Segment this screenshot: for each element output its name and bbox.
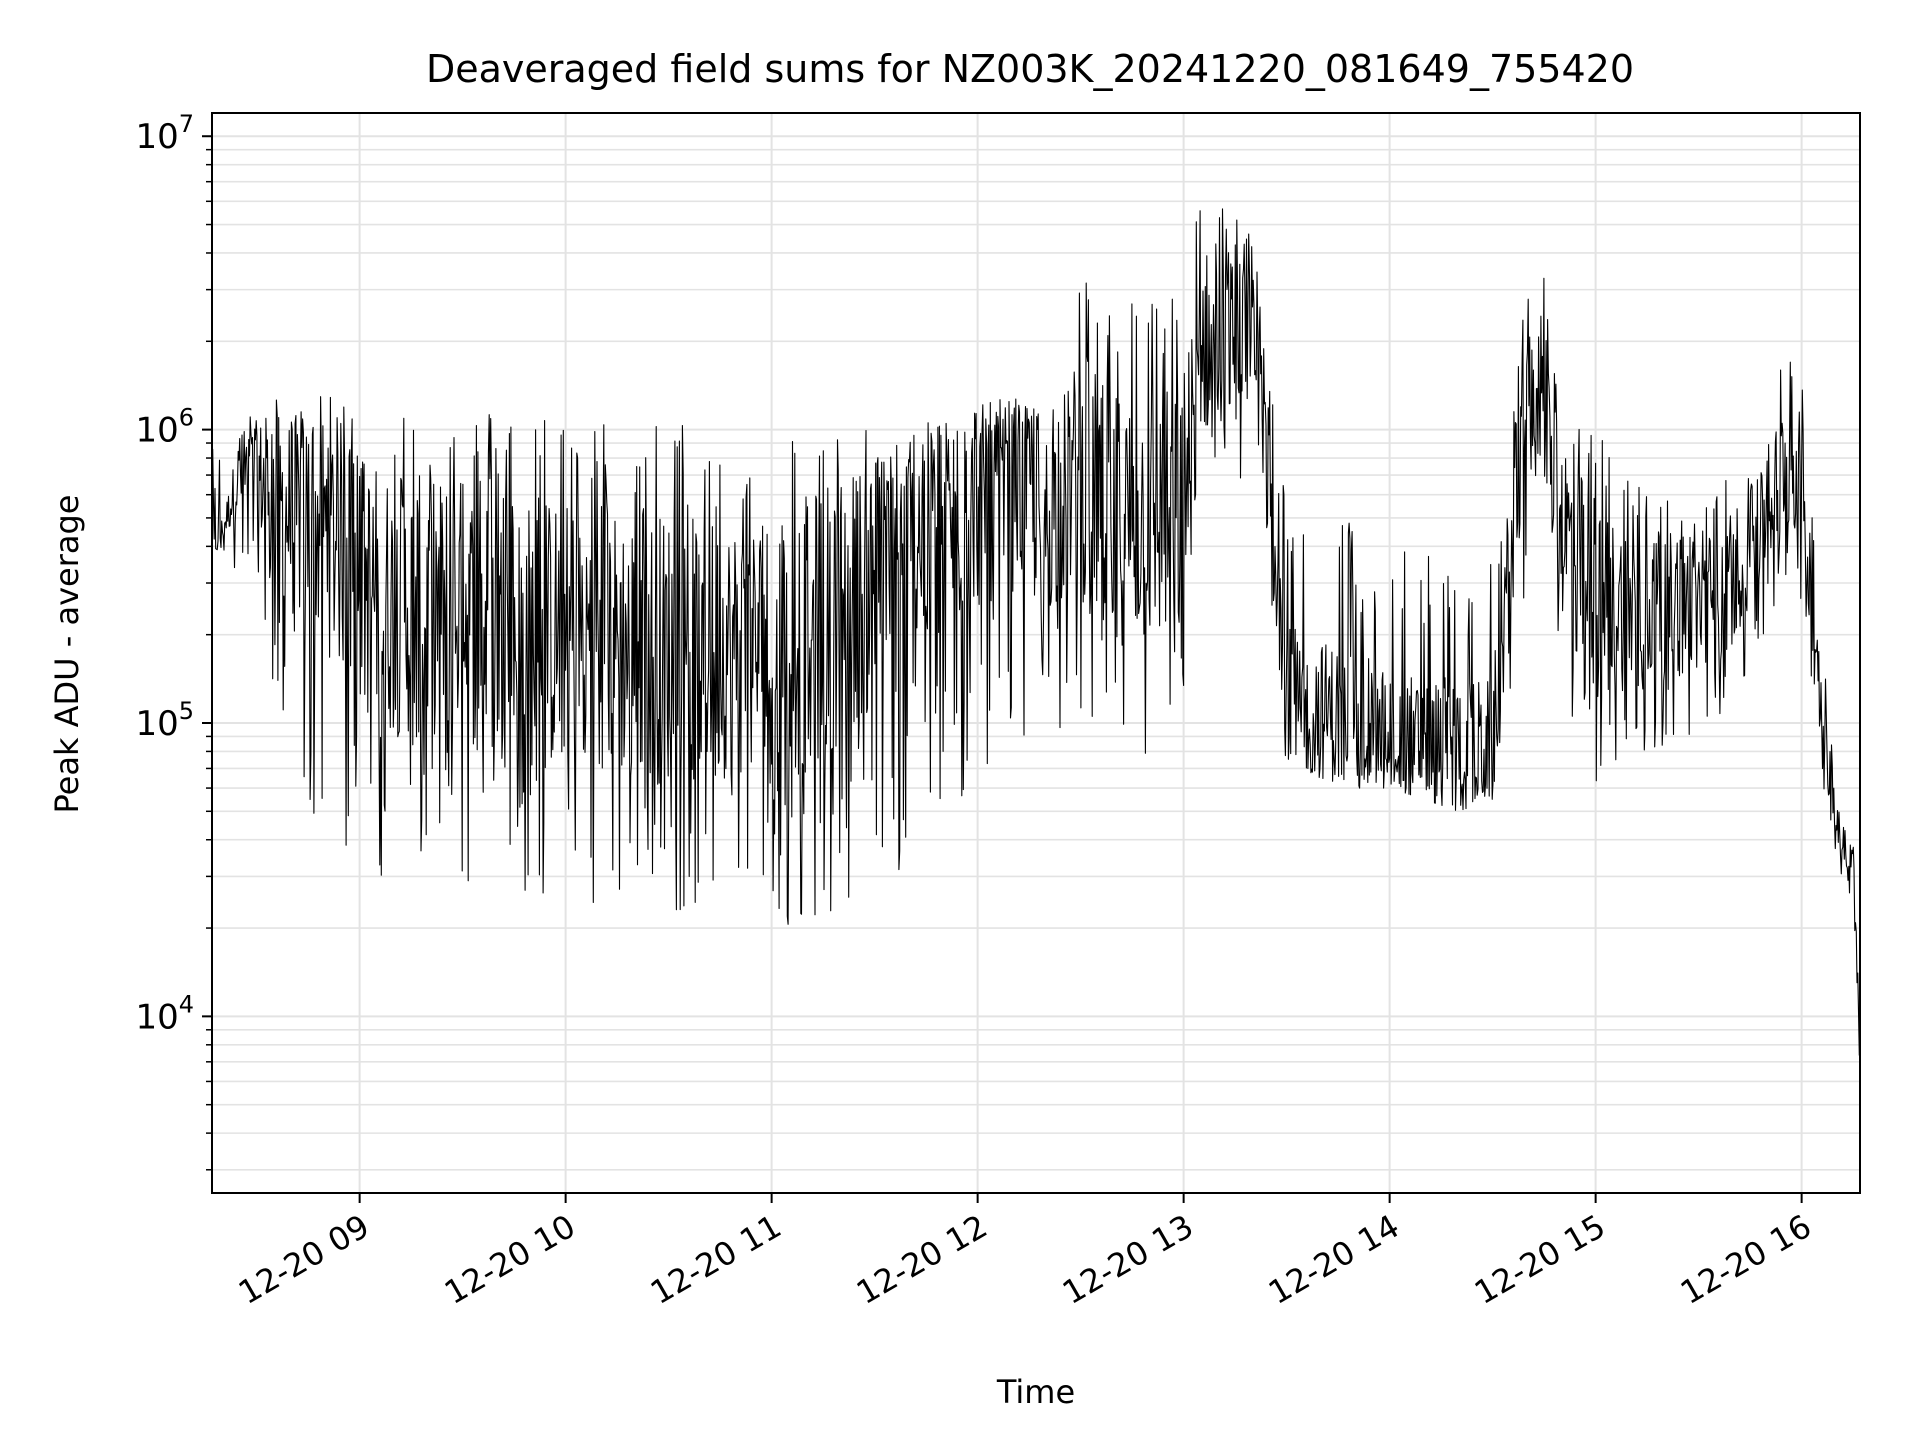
plot-area-frame — [211, 112, 1861, 1194]
y-tick-label: 105 — [135, 697, 194, 744]
y-tick-label: 104 — [135, 990, 194, 1037]
x-axis-label: Time — [996, 1373, 1075, 1411]
y-tick-label: 106 — [135, 404, 194, 451]
y-axis-label: Peak ADU - average — [48, 495, 86, 814]
series-line — [211, 208, 1861, 1056]
y-tick-label: 107 — [135, 110, 194, 157]
y-axis: 104 105 106 107 — [135, 110, 212, 1171]
chart-title: Deaveraged field sums for NZ003K_2024122… — [426, 47, 1634, 91]
series-layer — [211, 208, 1861, 1056]
